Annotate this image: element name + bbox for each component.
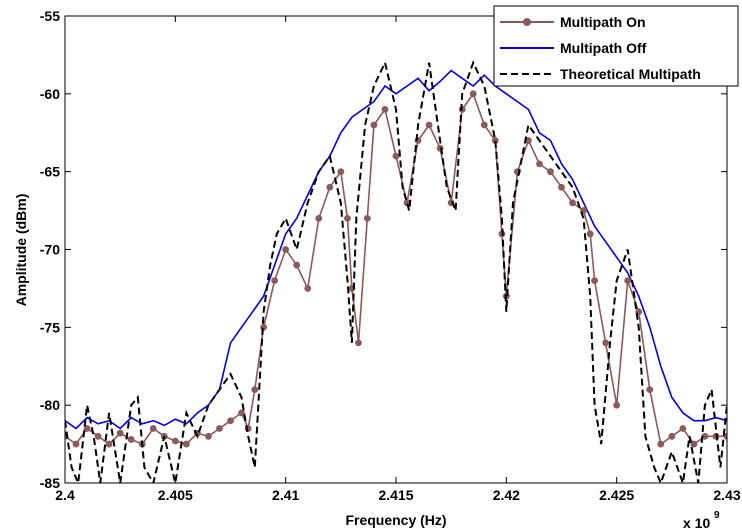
data-point-multipath-on — [363, 214, 371, 222]
data-point-multipath-on — [469, 90, 477, 98]
y-tick-label: -75 — [40, 319, 60, 335]
y-tick-label: -55 — [40, 8, 60, 24]
x-tick-label: 2.425 — [599, 487, 634, 503]
x-axis-label: Frequency (Hz) — [345, 512, 446, 528]
data-point-multipath-on — [646, 386, 654, 393]
data-point-multipath-on — [536, 160, 543, 168]
data-point-multipath-on — [72, 440, 80, 448]
data-point-multipath-on — [679, 425, 687, 432]
legend: Multipath On Multipath Off Theoretical M… — [493, 5, 739, 87]
y-tick-label: -70 — [40, 242, 60, 258]
data-point-multipath-on — [657, 440, 665, 448]
data-point-multipath-on — [282, 246, 290, 253]
data-point-multipath-on — [403, 199, 411, 207]
data-point-multipath-on — [355, 339, 362, 347]
legend-marker-on — [523, 18, 531, 26]
data-point-multipath-on — [690, 440, 698, 448]
data-point-multipath-on — [591, 277, 598, 285]
data-point-multipath-on — [251, 386, 259, 393]
data-point-multipath-on — [370, 121, 378, 129]
data-point-multipath-on — [624, 277, 632, 285]
data-point-multipath-on — [293, 261, 301, 269]
data-point-multipath-on — [491, 137, 499, 144]
y-tick-label: -80 — [40, 397, 60, 413]
data-point-multipath-on — [392, 152, 400, 160]
data-point-multipath-on — [344, 214, 351, 222]
data-point-multipath-on — [558, 183, 565, 191]
data-point-multipath-on — [425, 121, 433, 129]
tick-layer: 2.4 2.405 2.41 2.415 2.42 2.425 2.43 -55 -60 -65 -… — [40, 8, 741, 503]
data-point-multipath-on — [227, 417, 234, 425]
x-tick-label: 2.415 — [378, 487, 413, 503]
legend-box — [493, 5, 739, 87]
legend-label-on: Multipath On — [560, 14, 646, 30]
data-point-multipath-on — [216, 425, 223, 432]
data-point-multipath-on — [260, 323, 267, 331]
x-tick-label: 2.41 — [272, 487, 299, 503]
data-point-multipath-on — [525, 137, 532, 144]
data-point-multipath-on — [105, 440, 113, 448]
data-point-multipath-on — [315, 214, 323, 222]
data-point-multipath-on — [127, 436, 135, 443]
y-axis-label: Amplitude (dBm) — [13, 194, 29, 307]
data-point-multipath-on — [701, 432, 709, 440]
data-point-multipath-on — [271, 277, 279, 285]
legend-label-off: Multipath Off — [560, 40, 647, 56]
series-layer — [65, 59, 727, 483]
data-point-multipath-on — [613, 401, 621, 409]
y-tick-label: -60 — [40, 86, 60, 102]
x-tick-label: 2.43 — [713, 487, 740, 503]
data-point-multipath-on — [586, 230, 594, 238]
data-point-multipath-on — [569, 199, 576, 207]
data-point-multipath-on — [381, 106, 389, 113]
data-point-multipath-on — [304, 285, 312, 292]
data-point-multipath-on — [668, 432, 676, 440]
y-tick-label: -65 — [40, 164, 60, 180]
data-point-multipath-on — [480, 121, 488, 129]
y-tick-label: -85 — [40, 475, 60, 491]
series-multipath-off — [65, 69, 727, 430]
x-tick-label: 2.405 — [158, 487, 193, 503]
x-axis-exponent-power: 9 — [714, 510, 720, 521]
x-tick-label: 2.4 — [55, 487, 75, 503]
data-point-multipath-on — [182, 440, 190, 448]
data-point-multipath-on — [83, 425, 91, 432]
data-point-multipath-on — [149, 425, 157, 432]
data-point-multipath-on — [602, 339, 610, 347]
data-point-multipath-on — [94, 432, 102, 440]
data-point-multipath-on — [547, 168, 554, 176]
data-point-multipath-on — [116, 429, 124, 437]
x-tick-label: 2.42 — [493, 487, 520, 503]
data-point-multipath-on — [238, 409, 245, 417]
x-axis-exponent: x 10 — [683, 515, 710, 531]
data-point-multipath-on — [171, 437, 179, 445]
data-point-multipath-on — [326, 183, 334, 191]
data-point-multipath-on — [205, 432, 212, 440]
data-point-multipath-on — [337, 168, 345, 176]
legend-label-theory: Theoretical Multipath — [560, 66, 701, 82]
